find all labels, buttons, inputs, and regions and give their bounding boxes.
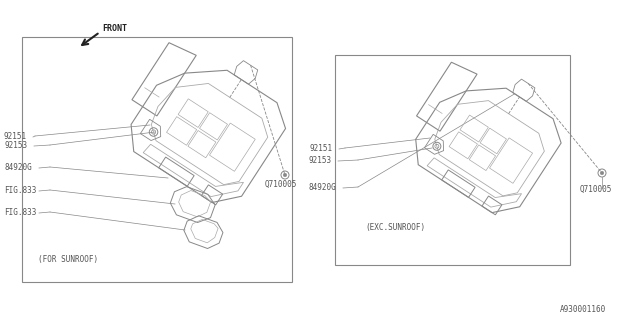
Bar [335, 55, 570, 265]
Text: 92151: 92151 [309, 144, 332, 153]
Text: 92151: 92151 [3, 132, 26, 141]
Text: A930001160: A930001160 [560, 305, 606, 314]
Text: 84920G: 84920G [308, 183, 336, 192]
Circle shape [600, 171, 604, 175]
Text: 84920G: 84920G [4, 163, 32, 172]
Text: Q710005: Q710005 [580, 185, 612, 194]
Text: Q710005: Q710005 [265, 180, 298, 189]
Text: (EXC.SUNROOF): (EXC.SUNROOF) [365, 223, 425, 232]
Text: 92153: 92153 [308, 156, 331, 165]
Bar [22, 37, 292, 282]
Text: FIG.833: FIG.833 [4, 186, 36, 195]
Text: 92153: 92153 [4, 141, 27, 150]
Circle shape [284, 173, 287, 177]
Text: FRONT: FRONT [102, 24, 127, 33]
Text: FIG.833: FIG.833 [4, 208, 36, 217]
Text: (FOR SUNROOF): (FOR SUNROOF) [38, 255, 98, 264]
